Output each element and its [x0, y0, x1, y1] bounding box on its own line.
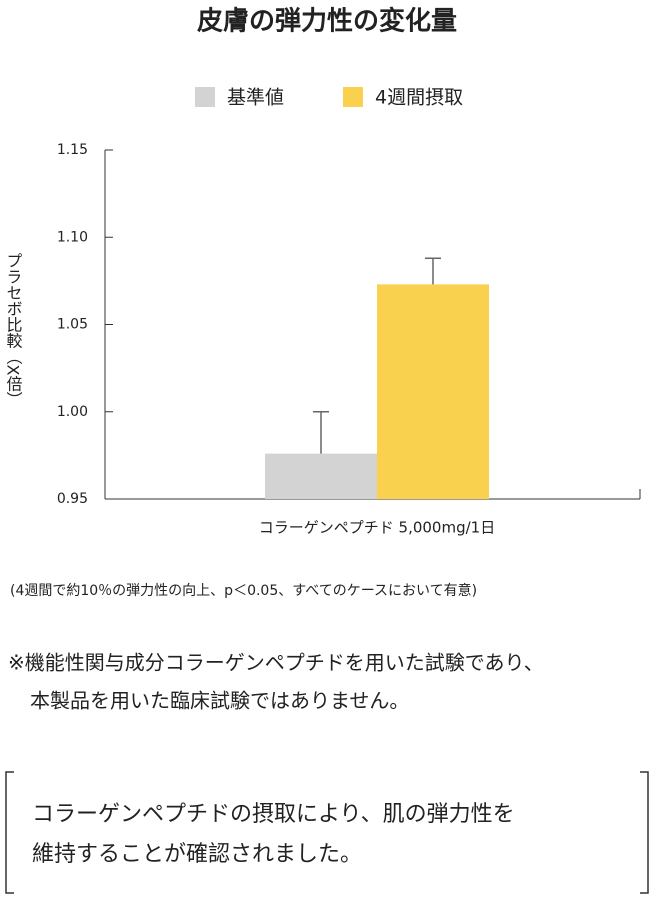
legend-label: 4週間摂取 [375, 87, 463, 109]
y-tick-label: 1.15 [57, 142, 88, 158]
legend-label: 基準値 [227, 87, 284, 109]
bar [265, 453, 377, 499]
bar [377, 284, 489, 499]
y-tick-label: 1.10 [57, 229, 88, 245]
x-tick-label: コラーゲンペプチド 5,000mg/1日 [259, 519, 495, 537]
conclusion: コラーゲンペプチドの摂取により、肌の弾力性を [32, 802, 515, 827]
error-bar [313, 411, 329, 454]
chart-title: 皮膚の弾力性の変化量 [197, 6, 457, 37]
legend-swatch [343, 87, 363, 107]
y-tick-label: 1.00 [57, 404, 88, 420]
note: ※機能性関与成分コラーゲンペプチドを用いた試験であり、 [8, 651, 544, 675]
bracket [5, 771, 649, 894]
y-tick-label: 0.95 [57, 491, 88, 507]
y-tick-label: 1.05 [57, 317, 88, 333]
legend-swatch [195, 87, 215, 107]
note: 本製品を用いた臨床試験ではありません。 [30, 689, 409, 713]
y-axis-label: プラセボ比較（X倍） [4, 253, 23, 408]
conclusion: 維持することが確認されました。 [32, 842, 362, 867]
footnote: (4週間で約10％の弾力性の向上、p＜0.05、すべてのケースにおいて有意) [10, 582, 477, 599]
error-bar [425, 257, 441, 285]
